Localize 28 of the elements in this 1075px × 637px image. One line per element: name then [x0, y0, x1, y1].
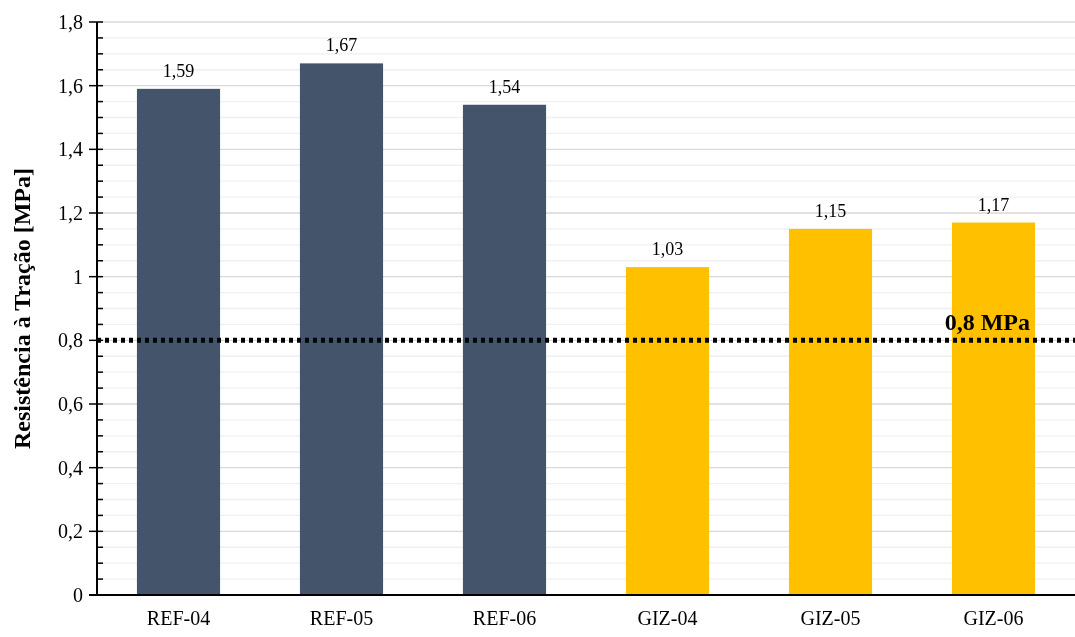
x-tick-label: GIZ-04 [637, 607, 698, 629]
bar [136, 88, 221, 595]
y-tick-label: 0,6 [58, 393, 83, 415]
y-tick-label: 1,4 [58, 138, 83, 161]
y-axis-title: Resistência à Tração [MPa] [9, 167, 35, 450]
x-tick-label: GIZ-06 [963, 607, 1024, 629]
data-label: 1,67 [325, 35, 358, 56]
bar [788, 228, 873, 595]
data-label: 1,17 [977, 194, 1010, 215]
data-label: 1,59 [162, 60, 195, 81]
y-tick-label: 1 [73, 265, 83, 288]
data-label: 1,15 [814, 200, 847, 221]
y-tick-label: 1,2 [58, 202, 83, 224]
y-tick-label: 0,8 [58, 329, 83, 352]
data-label: 1,03 [651, 239, 684, 260]
y-tick-label: 0,4 [58, 456, 83, 479]
x-tick-label: REF-06 [472, 607, 537, 629]
bar [299, 63, 384, 595]
y-tick-label: 0 [73, 584, 83, 606]
x-tick-label: REF-04 [146, 607, 211, 629]
y-tick-label: 0,2 [58, 520, 83, 543]
bar [462, 104, 547, 595]
y-tick-label: 1,6 [58, 74, 83, 97]
data-label: 1,54 [488, 76, 521, 97]
y-tick-label: 1,8 [58, 11, 83, 33]
x-tick-label: REF-05 [309, 607, 374, 629]
x-tick-label: GIZ-05 [800, 607, 861, 629]
bar [625, 267, 710, 595]
